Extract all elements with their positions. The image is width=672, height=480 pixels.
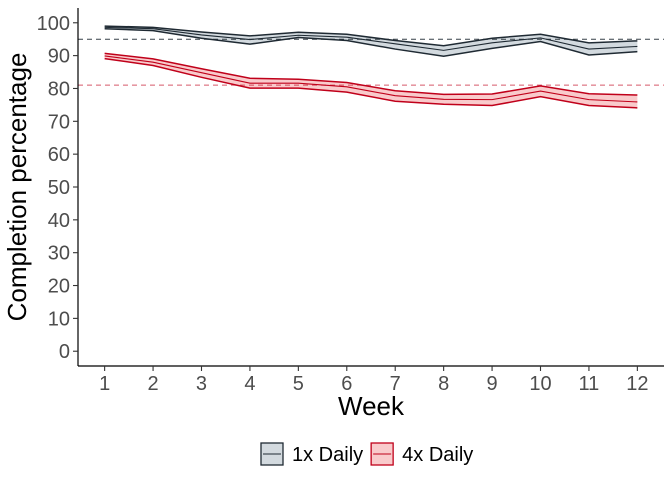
y-tick-label: 50 [48, 177, 70, 199]
4x-daily-line [104, 55, 638, 103]
y-tick-label: 70 [48, 111, 70, 133]
x-ticks: 1 2 3 4 5 6 7 8 9 10 11 12 [99, 366, 648, 395]
y-tick-label: 40 [48, 210, 70, 232]
y-tick-label: 0 [59, 341, 70, 363]
legend: 1x Daily 4x Daily [260, 442, 473, 466]
y-tick-label: 100 [37, 13, 70, 35]
x-tick-label: 11 [579, 373, 600, 395]
4x-daily-upper-line [104, 52, 638, 96]
y-tick-label: 20 [48, 276, 70, 298]
1x-daily-band [104, 26, 638, 57]
4x-daily-legend-label: 4x Daily [402, 444, 473, 466]
x-tick-label: 3 [196, 373, 207, 395]
x-tick-label: 8 [438, 373, 449, 395]
y-tick-label: 90 [48, 46, 70, 68]
x-tick-label: 9 [487, 373, 498, 395]
x-tick-label: 7 [390, 373, 401, 395]
confidence-bands [104, 26, 638, 108]
y-axis-title: Completion percentage [2, 53, 32, 322]
4x-daily-lower-line [104, 57, 638, 109]
1x-daily-legend-label: 1x Daily [292, 444, 363, 466]
1x-daily-upper-line [104, 25, 638, 47]
x-tick-label: 6 [341, 373, 352, 395]
x-tick-label: 5 [293, 373, 304, 395]
x-tick-label: 2 [148, 373, 159, 395]
x-tick-label: 1 [99, 373, 110, 395]
x-tick-label: 4 [244, 373, 255, 395]
y-tick-label: 30 [48, 243, 70, 265]
y-tick-label: 10 [48, 308, 70, 330]
y-ticks: 0 10 20 30 40 50 60 70 80 90 100 [37, 13, 78, 363]
y-tick-label: 60 [48, 144, 70, 166]
x-axis-title: Week [338, 391, 405, 421]
1x-daily-lower-line [104, 27, 638, 58]
y-tick-label: 80 [48, 78, 70, 100]
x-tick-label: 10 [529, 373, 551, 395]
series-lines [104, 25, 638, 109]
x-tick-label: 12 [626, 373, 648, 395]
4x-daily-band [104, 53, 638, 108]
1x-daily-line [104, 26, 638, 51]
